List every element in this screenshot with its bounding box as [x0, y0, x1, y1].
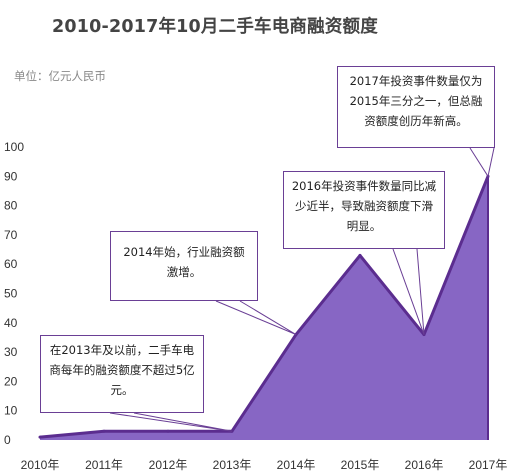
y-tick-label-60: 60: [4, 257, 18, 271]
x-tick-label-5: 2015年: [341, 458, 380, 472]
x-tick-label-0: 2010年: [21, 458, 60, 472]
data-point-0: [38, 435, 42, 439]
x-tick-label-4: 2014年: [277, 458, 316, 472]
x-tick-label-3: 2013年: [213, 458, 252, 472]
y-tick-label-90: 90: [4, 169, 18, 183]
series-line: [39, 175, 490, 439]
y-tick-label-0: 0: [4, 433, 11, 447]
data-point-1: [102, 429, 106, 433]
y-tick-label-70: 70: [4, 228, 18, 242]
chart-title: 2010-2017年10月二手车电商融资额度: [52, 17, 378, 37]
annotation-2014: 2014年始，行业融资额激增。: [110, 231, 258, 301]
series-area: [40, 176, 488, 441]
annotation-2017: 2017年投资事件数量仅为2015年三分之一，但总融资额度创历年新高。: [337, 66, 495, 148]
annotation-2016: 2016年投资事件数量同比减少近半，导致融资额度下滑明显。: [283, 171, 445, 249]
y-tick-label-40: 40: [4, 316, 18, 330]
y-tick-label-100: 100: [4, 140, 24, 154]
annotation-2013: 在2013年及以前，二手车电商每年的融资额度不超过5亿元。: [40, 335, 204, 413]
x-tick-label-2: 2012年: [149, 458, 188, 472]
y-tick-label-80: 80: [4, 199, 18, 213]
annotation-pointer-3: [469, 147, 495, 178]
annotation-pointer-2: [392, 248, 425, 335]
y-tick-label-30: 30: [4, 345, 18, 359]
y-tick-label-20: 20: [4, 374, 18, 388]
annotation-pointer-0: [109, 412, 233, 432]
y-tick-label-50: 50: [4, 287, 18, 301]
unit-label: 单位：亿元人民币: [14, 69, 106, 83]
data-point-5: [358, 253, 362, 257]
x-tick-label-1: 2011年: [85, 458, 123, 472]
data-point-2: [166, 429, 170, 433]
x-tick-label-7: 2017年: [469, 458, 508, 472]
annotation-pointer-1: [215, 300, 297, 335]
x-tick-label-6: 2016年: [405, 458, 444, 472]
y-tick-label-10: 10: [4, 404, 18, 418]
